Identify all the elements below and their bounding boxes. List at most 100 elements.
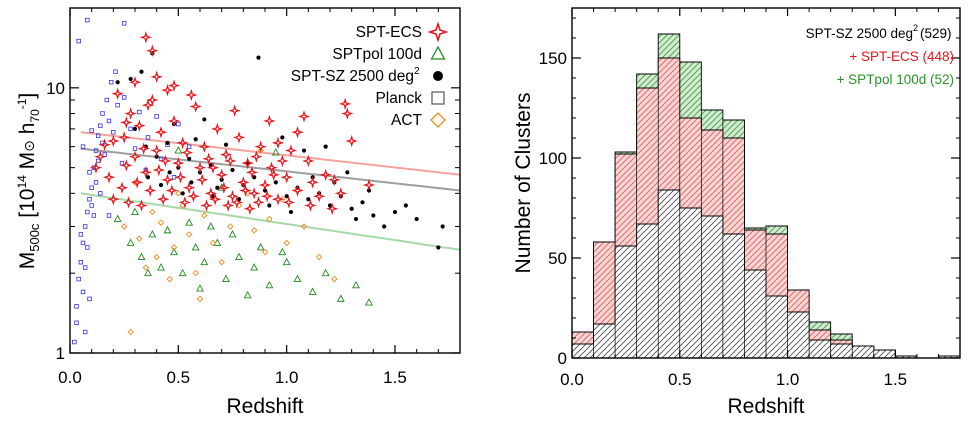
point-spt-ecs-41 <box>161 83 174 97</box>
legend-marker-spt-sz <box>433 71 443 81</box>
point-act-22 <box>261 248 269 256</box>
point-spt-sz-2500-deg2-21 <box>360 200 365 205</box>
point-spt-ecs-75 <box>319 168 332 181</box>
point-spt-sz-2500-deg2-48 <box>167 170 172 175</box>
point-sptpol-100d-23 <box>206 222 215 230</box>
point-spt-ecs-39 <box>128 75 142 89</box>
point-spt-ecs-21 <box>232 131 246 144</box>
point-act-20 <box>227 223 234 230</box>
point-spt-ecs-92 <box>325 202 339 215</box>
point-spt-sz-2500-deg2-22 <box>371 213 376 218</box>
point-planck-3 <box>78 259 84 265</box>
point-act-24 <box>166 275 173 283</box>
point-spt-ecs-93 <box>130 176 144 189</box>
point-spt-ecs-50 <box>122 196 135 209</box>
point-spt-sz-2500-deg2-45 <box>280 135 285 140</box>
point-planck-51 <box>106 213 112 218</box>
histogram-y-axis-label: Number of Clusters <box>512 93 535 274</box>
scatter-xtick-label-1: 0.5 <box>167 368 191 387</box>
point-spt-sz-2500-deg2-53 <box>345 170 350 175</box>
point-planck-34 <box>80 289 86 295</box>
point-sptpol-100d-2 <box>137 252 146 261</box>
scatter-axes: 0.0 0.5 1.0 1.5 1 10 <box>46 7 460 387</box>
histogram-panel: 0.0 0.5 1.0 1.5 0 50 100 150 SPT-SZ 2500 deg 2 … <box>512 7 961 418</box>
point-sptpol-100d-10 <box>222 274 230 283</box>
point-spt-ecs-26 <box>258 178 272 192</box>
histogram-axes: 0.0 0.5 1.0 1.5 0 50 100 150 <box>539 8 960 389</box>
point-sptpol-100d-17 <box>321 268 330 277</box>
scatter-xtick-label-3: 1.5 <box>383 368 407 387</box>
point-spt-ecs-10 <box>172 156 185 170</box>
point-spt-ecs-53 <box>156 193 170 206</box>
point-spt-ecs-72 <box>267 168 280 181</box>
point-planck-47 <box>121 21 127 26</box>
point-spt-ecs-22 <box>237 176 250 189</box>
point-spt-sz-2500-deg2-5 <box>187 156 192 161</box>
point-spt-sz-2500-deg2-16 <box>306 197 311 202</box>
point-planck-19 <box>87 170 92 175</box>
point-planck-45 <box>76 38 81 44</box>
point-sptpol-100d-19 <box>352 280 360 289</box>
point-spt-ecs-95 <box>206 161 220 174</box>
hist-bar-hatch-spt-sz-2500-deg2-4 <box>658 190 680 358</box>
point-spt-ecs-33 <box>328 173 341 186</box>
point-spt-ecs-60 <box>230 196 244 209</box>
point-spt-sz-2500-deg2-52 <box>323 144 328 149</box>
point-spt-ecs-56 <box>187 190 200 203</box>
point-spt-sz-2500-deg2-50 <box>215 185 220 190</box>
point-sptpol-100d-21 <box>163 225 172 234</box>
point-spt-ecs-28 <box>271 193 285 206</box>
point-spt-sz-2500-deg2-32 <box>202 117 207 122</box>
point-spt-sz-2500-deg2-20 <box>349 206 354 211</box>
point-spt-sz-2500-deg2-37 <box>180 191 185 196</box>
point-spt-sz-2500-deg2-34 <box>223 142 229 147</box>
point-spt-ecs-51 <box>135 199 148 212</box>
hist-bar-hatch-spt-sz-2500-deg2-6 <box>701 216 723 358</box>
hist-xtick-label-0: 0.0 <box>560 370 584 389</box>
point-planck-10 <box>93 148 99 153</box>
point-sptpol-100d-22 <box>185 218 194 226</box>
point-spt-ecs-5 <box>146 93 159 107</box>
detection-line-0 <box>80 131 461 176</box>
point-spt-ecs-96 <box>250 150 263 163</box>
point-planck-20 <box>91 213 97 218</box>
point-spt-sz-2500-deg2-46 <box>301 148 307 153</box>
point-sptpol-100d-8 <box>200 257 209 266</box>
point-spt-ecs-11 <box>176 136 189 150</box>
hist-bar-hatch-spt-sz-2500-deg2-15 <box>895 356 917 358</box>
point-planck-53 <box>82 329 88 335</box>
point-planck-28 <box>145 135 151 140</box>
scatter-panel: 0.0 0.5 1.0 1.5 1 10 SPT-ECS SPTpol 100d SPT-… <box>15 7 461 418</box>
point-spt-ecs-70 <box>224 154 237 168</box>
hist-bar-hatch-spt-sz-2500-deg2-12 <box>830 344 853 358</box>
point-act-18 <box>192 269 199 277</box>
point-spt-ecs-78 <box>263 114 276 128</box>
hist-legend-spt-sz-sup: 2 <box>913 23 918 33</box>
point-spt-ecs-85 <box>152 163 166 177</box>
point-spt-ecs-0 <box>117 131 131 144</box>
point-planck-12 <box>98 123 103 128</box>
point-planck-36 <box>89 203 94 208</box>
point-act-4 <box>185 231 193 238</box>
point-sptpol-100d-6 <box>178 268 187 277</box>
point-planck-27 <box>137 109 142 115</box>
point-spt-ecs-15 <box>198 140 211 153</box>
point-planck-14 <box>104 97 110 103</box>
point-spt-ecs-42 <box>139 31 153 44</box>
point-spt-ecs-27 <box>265 161 278 174</box>
point-spt-ecs-31 <box>302 154 315 168</box>
point-spt-ecs-83 <box>120 116 133 129</box>
point-act-27 <box>257 147 264 154</box>
point-sptpol-100d-24 <box>228 229 237 238</box>
point-spt-ecs-89 <box>260 190 274 203</box>
point-sptpol-100d-20 <box>365 298 373 306</box>
point-sptpol-100d-16 <box>308 287 317 295</box>
detection-threshold-lines <box>80 131 461 251</box>
point-sptpol-100d-5 <box>170 247 178 256</box>
point-spt-ecs-65 <box>120 159 133 172</box>
point-act-0 <box>127 328 134 336</box>
point-planck-0 <box>72 339 77 345</box>
point-planck-11 <box>95 133 101 138</box>
point-spt-ecs-87 <box>217 181 231 194</box>
point-spt-ecs-14 <box>193 161 207 174</box>
